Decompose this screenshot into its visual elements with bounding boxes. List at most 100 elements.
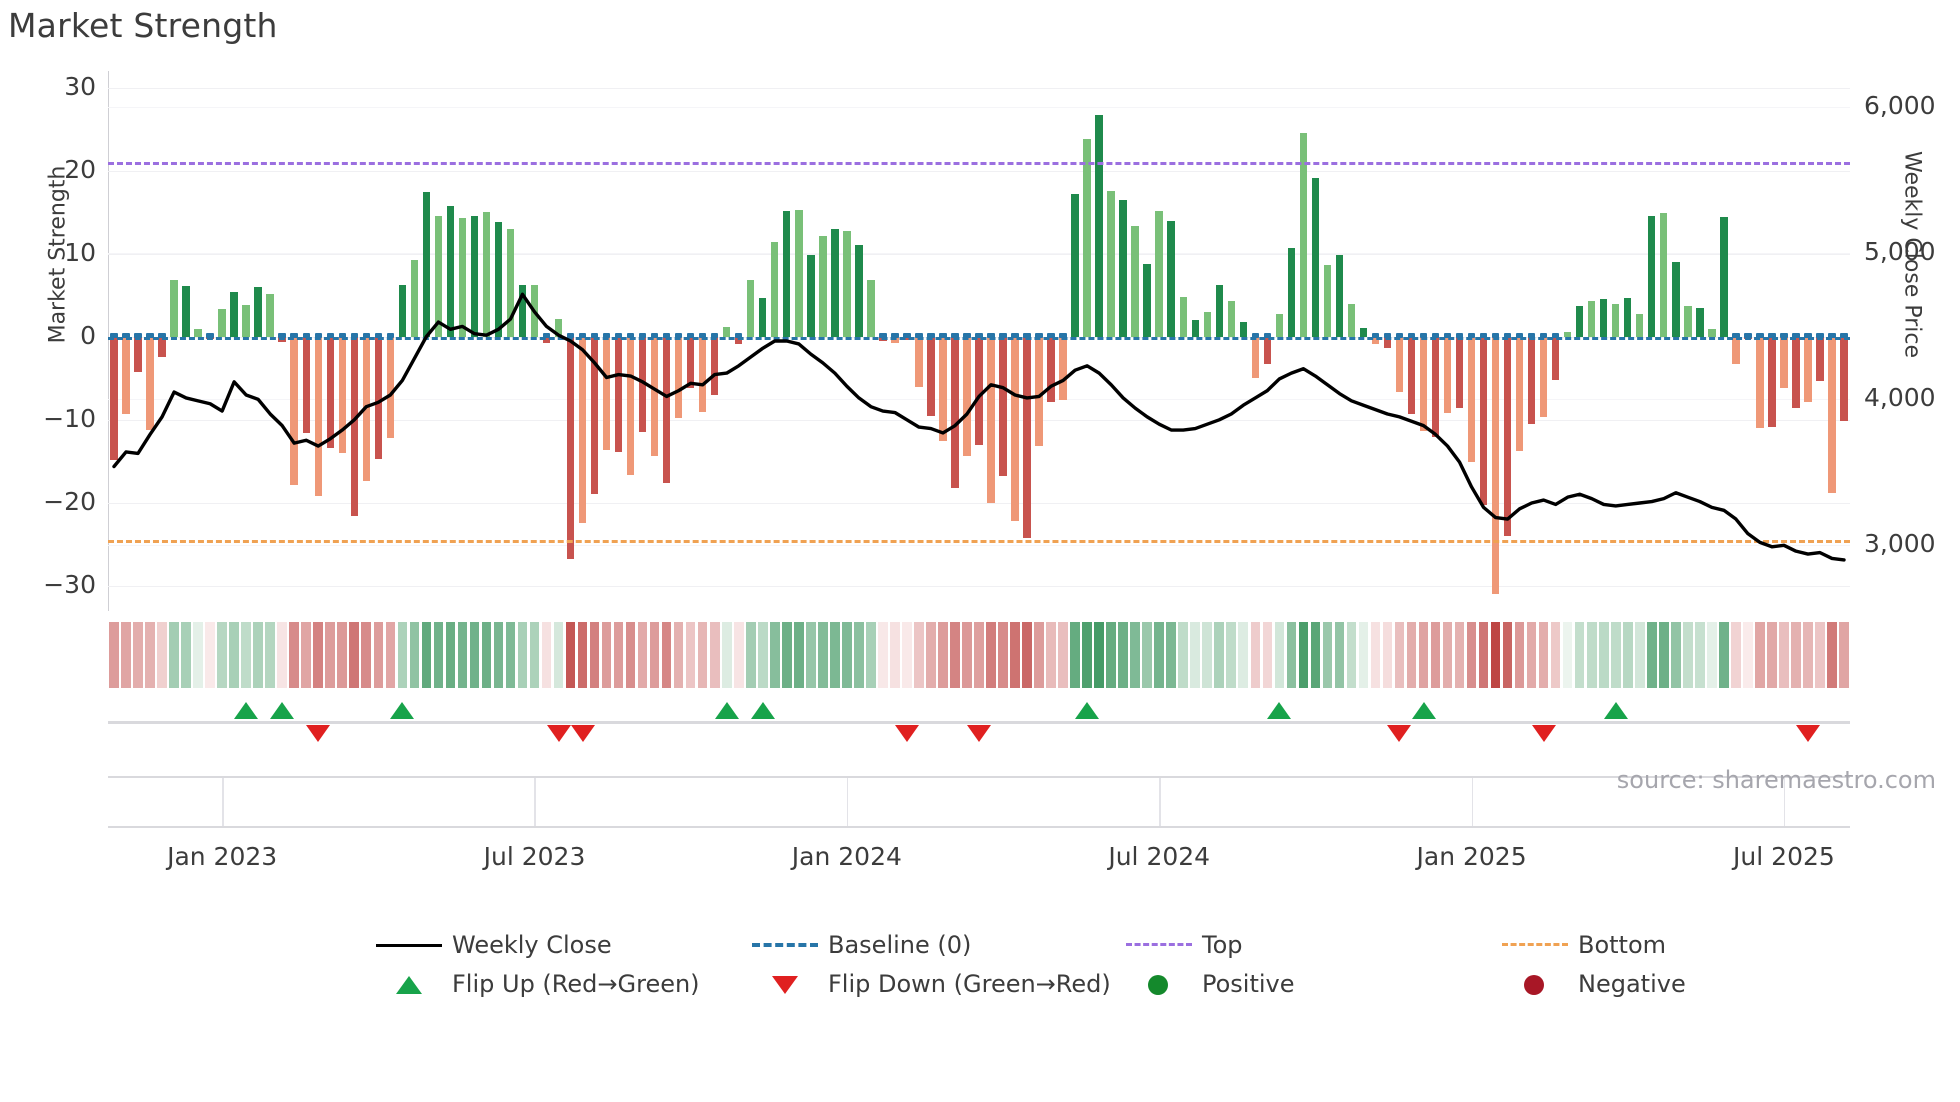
- heat-cell: [205, 622, 215, 688]
- bar-negative: [146, 336, 154, 430]
- x-tick-label: Jul 2025: [1733, 842, 1835, 871]
- bar-negative: [1503, 336, 1512, 537]
- bar-zero-stub: [350, 332, 358, 338]
- bar-zero-stub: [1467, 332, 1476, 338]
- bar-negative: [602, 336, 611, 450]
- bar-zero-stub: [939, 332, 947, 338]
- bar-positive: [242, 305, 250, 337]
- y-tick-label-right: 5,000: [1864, 237, 1936, 267]
- bar-negative: [1035, 336, 1043, 446]
- y-tick-label-left: 10: [64, 237, 96, 267]
- heat-cell: [1454, 622, 1465, 688]
- bar-positive: [1071, 193, 1079, 337]
- bar-zero-stub: [338, 332, 346, 338]
- bar-zero-stub: [963, 332, 971, 338]
- bar-positive: [1287, 247, 1296, 337]
- flip-up-marker: [750, 702, 775, 719]
- legend-label: Baseline (0): [828, 930, 972, 959]
- heat-cell: [1118, 622, 1128, 688]
- bar-zero-stub: [891, 332, 899, 338]
- bar-zero-stub: [578, 332, 587, 338]
- regime-heat-strip: [108, 622, 1850, 688]
- bar-negative: [626, 336, 635, 475]
- x-tick-label: Jan 2025: [1416, 842, 1527, 871]
- dotted-line-purple-icon: [1122, 933, 1196, 957]
- bar-zero-stub: [650, 332, 659, 338]
- legend-item-top[interactable]: Top: [1122, 925, 1243, 964]
- bar-negative: [698, 336, 707, 413]
- bar-positive: [831, 228, 839, 337]
- bar-negative: [1527, 336, 1536, 425]
- bar-positive: [1359, 327, 1368, 337]
- bar-zero-stub: [1503, 332, 1512, 338]
- heat-cell: [1154, 622, 1164, 688]
- bar-zero-stub: [1407, 332, 1416, 338]
- legend-item-bottom[interactable]: Bottom: [1498, 925, 1666, 964]
- bar-positive: [446, 206, 455, 337]
- bar-negative: [999, 336, 1007, 476]
- heat-cell: [649, 622, 660, 688]
- bar-negative: [1828, 336, 1836, 494]
- y-tick-label-left: 20: [64, 154, 96, 184]
- bar-negative: [1431, 336, 1440, 437]
- bar-positive: [434, 215, 443, 337]
- bar-negative: [963, 336, 971, 456]
- legend-item-weekly-close[interactable]: Weekly Close: [372, 925, 612, 964]
- heat-cell: [193, 622, 203, 688]
- heat-cell: [277, 622, 287, 688]
- x-tick-label: Jul 2024: [1108, 842, 1211, 871]
- legend-item-baseline[interactable]: Baseline (0): [748, 925, 971, 964]
- y-tick-label-right: 4,000: [1864, 383, 1936, 413]
- bar-negative: [290, 336, 298, 485]
- bar-negative: [1059, 336, 1067, 400]
- bar-positive: [819, 236, 827, 337]
- bar-positive: [1107, 191, 1115, 337]
- bar-negative: [1515, 336, 1524, 452]
- heat-cell: [1695, 622, 1705, 688]
- legend-row-primary: Weekly Close Baseline (0) Top Bottom: [0, 925, 1960, 964]
- heat-cell: [721, 622, 732, 688]
- flip-up-marker: [234, 702, 259, 719]
- bar-negative: [686, 336, 695, 389]
- bar-zero-stub: [674, 332, 683, 338]
- main-plot-area: 30 20 10 0 −10 −20 −30 6,000 5,000 4,000 3,000: [43, 71, 1936, 611]
- heat-cell: [1779, 622, 1789, 688]
- flip-marker-strip: [108, 692, 1850, 752]
- legend-item-flip-down[interactable]: Flip Down (Green→Red): [748, 964, 1111, 1003]
- bar-negative: [326, 336, 334, 449]
- heat-cell: [325, 622, 336, 688]
- heat-cell: [818, 622, 828, 688]
- heat-cell: [313, 622, 324, 688]
- heat-cell: [409, 622, 420, 688]
- bar-zero-stub: [590, 332, 599, 338]
- flip-up-marker: [390, 702, 415, 719]
- dot-green-icon: [1122, 972, 1196, 996]
- bar-negative: [590, 336, 599, 494]
- bar-positive: [254, 287, 262, 337]
- heat-cell: [709, 622, 720, 688]
- heat-cell: [938, 622, 948, 688]
- bar-negative: [674, 336, 683, 419]
- bar-positive: [867, 280, 875, 337]
- heat-cell: [517, 622, 528, 688]
- gridline: [108, 170, 1850, 172]
- gridline: [108, 586, 1850, 588]
- bar-negative: [1491, 336, 1500, 595]
- bar-zero-stub: [1792, 332, 1800, 338]
- weekly-close-path: [112, 292, 1846, 562]
- legend-item-negative[interactable]: Negative: [1498, 964, 1686, 1003]
- bar-positive: [1227, 301, 1235, 337]
- heat-cell: [445, 622, 456, 688]
- flip-down-marker: [1531, 725, 1556, 742]
- bar-zero-stub: [314, 332, 322, 338]
- bar-positive: [855, 244, 863, 337]
- legend-item-positive[interactable]: Positive: [1122, 964, 1295, 1003]
- heat-cell: [854, 622, 864, 688]
- bar-positive: [1167, 220, 1175, 337]
- triangle-up-icon: [372, 972, 446, 996]
- heat-cell: [1178, 622, 1189, 688]
- heat-cell: [349, 622, 360, 688]
- x-tick-label: Jan 2023: [167, 842, 278, 871]
- legend-item-flip-up[interactable]: Flip Up (Red→Green): [372, 964, 700, 1003]
- bar-zero-stub: [999, 332, 1007, 338]
